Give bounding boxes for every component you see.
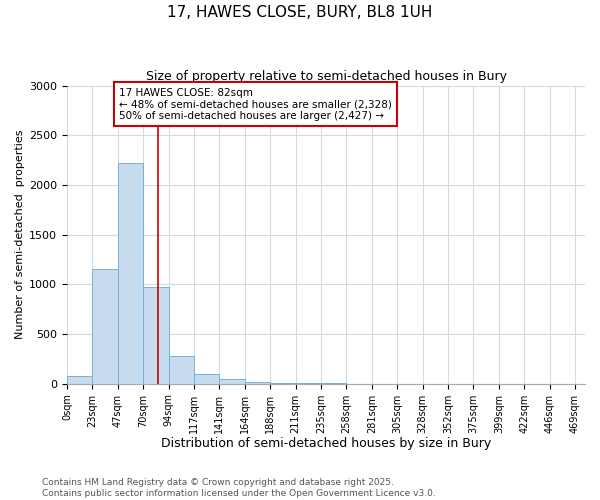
Bar — [270, 382, 296, 384]
Text: 17, HAWES CLOSE, BURY, BL8 1UH: 17, HAWES CLOSE, BURY, BL8 1UH — [167, 5, 433, 20]
Bar — [169, 356, 194, 384]
Title: Size of property relative to semi-detached houses in Bury: Size of property relative to semi-detach… — [146, 70, 506, 83]
Y-axis label: Number of semi-detached  properties: Number of semi-detached properties — [15, 130, 25, 340]
X-axis label: Distribution of semi-detached houses by size in Bury: Distribution of semi-detached houses by … — [161, 437, 491, 450]
Bar — [92, 270, 118, 384]
Text: 17 HAWES CLOSE: 82sqm
← 48% of semi-detached houses are smaller (2,328)
50% of s: 17 HAWES CLOSE: 82sqm ← 48% of semi-deta… — [119, 88, 392, 120]
Bar — [220, 379, 245, 384]
Bar — [194, 374, 220, 384]
Text: Contains HM Land Registry data © Crown copyright and database right 2025.
Contai: Contains HM Land Registry data © Crown c… — [42, 478, 436, 498]
Bar — [245, 382, 270, 384]
Bar — [143, 287, 169, 384]
Bar — [118, 162, 143, 384]
Bar — [67, 376, 92, 384]
